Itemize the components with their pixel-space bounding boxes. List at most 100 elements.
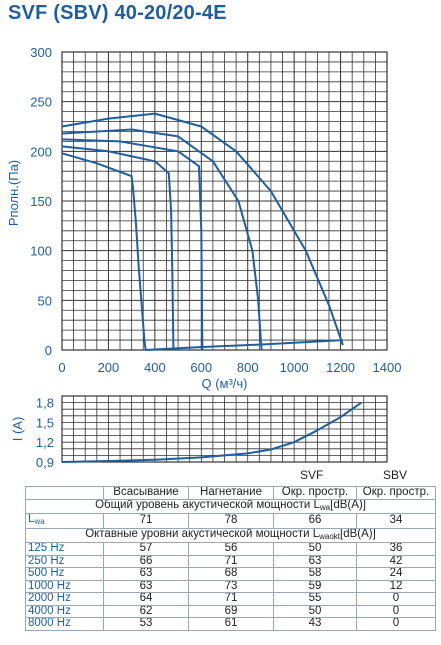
table-row: 125 Hz 57 56 50 36 xyxy=(25,542,436,556)
current-line-0 xyxy=(61,401,363,463)
table-cell: 62 xyxy=(103,604,189,618)
table-cell: 64 xyxy=(103,592,189,606)
total-section-row: Общий уровень акустической мощности Lwa[… xyxy=(25,498,436,514)
octave-rows: 125 Hz 57 56 50 36 250 Hz 66 71 63 42 500 Hz 63 68 58… xyxy=(25,542,436,631)
series-line-2 xyxy=(61,138,204,351)
table-cell: 56 xyxy=(188,542,274,556)
table-cell: 66 xyxy=(103,554,189,568)
svf-column-label: SVF xyxy=(300,468,324,482)
table-cell: 66 xyxy=(273,513,357,529)
x-tick-label: 1200 xyxy=(326,360,355,375)
table-cell: 24 xyxy=(356,567,436,581)
pressure-axis-label: Pполн.(Па) xyxy=(6,160,21,226)
pressure-curves xyxy=(61,112,344,351)
table-cell: 0 xyxy=(356,617,436,631)
table-cell: 78 xyxy=(188,513,274,529)
table-header-cell: Окр. простр. xyxy=(273,486,357,500)
row-label: 4000 Hz xyxy=(25,604,104,618)
table-cell: 0 xyxy=(356,604,436,618)
table-cell: 0 xyxy=(356,592,436,606)
table-header-row: Всасывание Нагнетание Окр. простр. Окр. … xyxy=(25,486,436,500)
table-cell: 59 xyxy=(273,579,357,593)
x-tick-label: 0 xyxy=(58,360,65,375)
table-row: 8000 Hz 53 61 43 0 xyxy=(25,617,436,631)
table-cell: 68 xyxy=(188,567,274,581)
y-tick-label: 50 xyxy=(38,293,52,308)
table-cell: 63 xyxy=(273,554,357,568)
row-label: 500 Hz xyxy=(25,567,104,581)
octave-section-row: Октавные уровни акустической мощности Lw… xyxy=(25,527,436,543)
y-tick-label: 0,9 xyxy=(36,455,54,470)
table-cell: 73 xyxy=(188,579,274,593)
table-cell: 50 xyxy=(273,542,357,556)
row-label: 250 Hz xyxy=(25,554,104,568)
lwa-row: Lwa 71 78 66 34 xyxy=(25,513,436,529)
row-label: 8000 Hz xyxy=(25,617,104,631)
table-cell: 69 xyxy=(188,604,274,618)
x-tick-label: 600 xyxy=(190,360,212,375)
lwa-label: Lwa xyxy=(25,513,104,529)
y-tick-label: 1,2 xyxy=(36,435,54,450)
y-tick-label: 1,8 xyxy=(36,396,54,411)
table-cell: 55 xyxy=(273,592,357,606)
row-label: 125 Hz xyxy=(25,542,104,556)
y-tick-label: 200 xyxy=(30,144,52,159)
table-cell: 34 xyxy=(356,513,436,529)
table-header-cell: Нагнетание xyxy=(188,486,274,500)
fan-curves-chart: 0 50 100 150 200 250 300 0 200 400 600 800 1000 1200 1… xyxy=(6,45,401,470)
table-cell: 42 xyxy=(356,554,436,568)
x-tick-label: 800 xyxy=(237,360,259,375)
series-line-0 xyxy=(61,152,147,351)
table-row: 500 Hz 63 68 58 24 xyxy=(25,567,436,581)
table-cell: 53 xyxy=(103,617,189,631)
table-row: 1000 Hz 63 73 59 12 xyxy=(25,579,436,593)
table-cell: 43 xyxy=(273,617,357,631)
table-header-cell: Окр. простр. xyxy=(356,486,436,500)
x-tick-label: 400 xyxy=(144,360,166,375)
series-line-3 xyxy=(61,128,263,351)
chart-title: SVF (SBV) 40-20/20-4E xyxy=(8,2,227,24)
sbv-column-label: SBV xyxy=(383,468,408,482)
table-cell: 63 xyxy=(103,567,189,581)
table-cell: 71 xyxy=(188,592,274,606)
table-cell: 63 xyxy=(103,579,189,593)
y-tick-label: 300 xyxy=(30,45,52,60)
series-line-4 xyxy=(61,112,344,346)
table-row: 250 Hz 66 71 63 42 xyxy=(25,554,436,568)
table-cell: 61 xyxy=(188,617,274,631)
table-header-cell xyxy=(25,486,104,500)
pressure-ticks: 0 50 100 150 200 250 300 0 200 400 600 800 1000 1200 1… xyxy=(30,45,401,375)
table-cell: 71 xyxy=(103,513,189,529)
row-label: 1000 Hz xyxy=(25,579,104,593)
table-cell: 57 xyxy=(103,542,189,556)
series-line-1 xyxy=(61,145,175,351)
octave-section-title: Октавные уровни акустической мощности Lw… xyxy=(25,527,436,543)
table-cell: 71 xyxy=(188,554,274,568)
table-row: 4000 Hz 62 69 50 0 xyxy=(25,604,436,618)
y-tick-label: 0 xyxy=(45,343,52,358)
table-header-cell: Всасывание xyxy=(103,486,189,500)
series-line-5 xyxy=(145,339,343,351)
current-grid xyxy=(61,395,388,463)
flow-axis-label: Q (м³/ч) xyxy=(201,376,247,391)
pressure-grid xyxy=(61,51,388,351)
table-row: 2000 Hz 64 71 55 0 xyxy=(25,592,436,606)
table-cell: 36 xyxy=(356,542,436,556)
x-tick-label: 1000 xyxy=(280,360,309,375)
plot-frame xyxy=(61,51,388,351)
x-tick-label: 200 xyxy=(98,360,120,375)
table-cell: 12 xyxy=(356,579,436,593)
row-label: 2000 Hz xyxy=(25,592,104,606)
y-tick-label: 150 xyxy=(30,194,52,209)
current-axis-label: I (A) xyxy=(10,417,25,442)
table-cell: 58 xyxy=(273,567,357,581)
noise-table: Всасывание Нагнетание Окр. простр. Окр. … xyxy=(25,486,436,631)
y-tick-label: 1,5 xyxy=(36,415,54,430)
table-cell: 50 xyxy=(273,604,357,618)
plot-frame xyxy=(61,395,388,463)
y-tick-label: 250 xyxy=(30,95,52,110)
current-ticks: 0,9 1,2 1,5 1,8 xyxy=(36,396,54,470)
y-tick-label: 100 xyxy=(30,244,52,259)
x-tick-label: 1400 xyxy=(373,360,402,375)
current-curves xyxy=(61,401,363,463)
